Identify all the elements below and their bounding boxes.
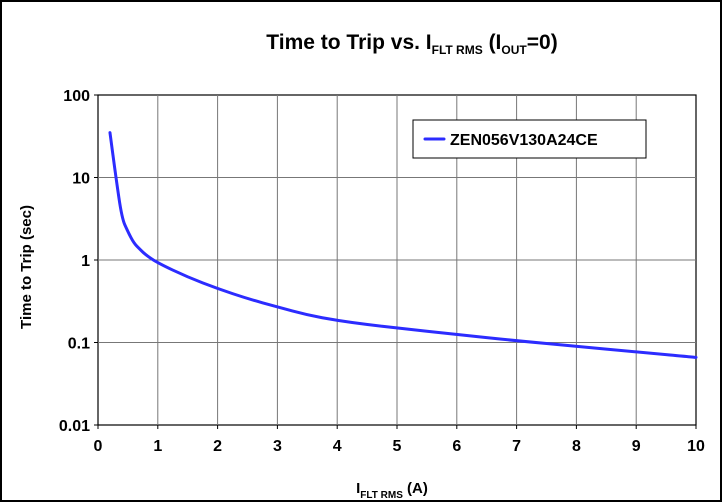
x-tick-label: 3: [273, 438, 282, 455]
y-tick-label: 100: [63, 88, 90, 105]
y-tick-label: 0.1: [68, 336, 90, 353]
legend-box: [412, 119, 647, 159]
x-tick-label: 9: [632, 438, 641, 455]
y-axis-title: Time to Trip (sec): [18, 205, 35, 329]
x-tick-label: 0: [94, 438, 103, 455]
x-tick-label: 10: [687, 438, 705, 455]
chart-title: Time to Trip vs. IFLT RMS (IOUT=0): [266, 31, 557, 57]
plot-area: 0 1 2 3 4 5 6 7 8 9 10 100 10 1 0.1 0.01 ZEN056V130A24CE: [59, 88, 705, 455]
x-tick-label: 1: [153, 438, 162, 455]
series-line: [108, 131, 698, 359]
y-tick-label: 0.01: [59, 418, 90, 435]
x-tick-label: 4: [333, 438, 342, 455]
x-tick-label: 6: [452, 438, 461, 455]
x-axis-title: IFLT RMS (A): [356, 480, 428, 500]
x-tick-label: 7: [512, 438, 521, 455]
legend-label: ZEN056V130A24CE: [450, 132, 598, 149]
y-tick-label: 10: [72, 171, 90, 188]
y-tick-label: 1: [81, 253, 90, 270]
x-tick-label: 8: [572, 438, 581, 455]
x-tick-label: 2: [213, 438, 222, 455]
x-tick-label: 5: [393, 438, 402, 455]
